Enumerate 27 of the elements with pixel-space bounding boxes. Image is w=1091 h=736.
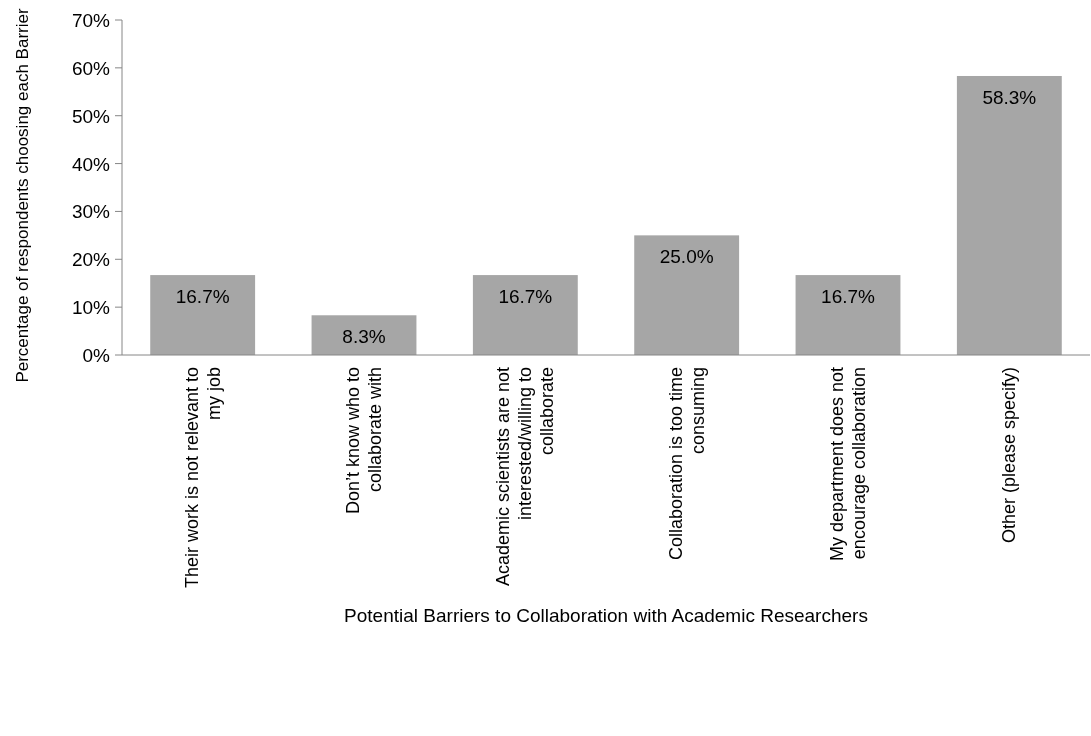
data-label: 16.7% [498, 286, 553, 308]
data-label: 16.7% [175, 286, 230, 308]
y-tick-label: 70% [71, 10, 111, 31]
x-axis-title: Potential Barriers to Collaboration with Academic Researchers [344, 605, 868, 627]
y-tick-label: 0% [82, 345, 111, 366]
bar [472, 275, 578, 355]
y-tick-label: 30% [71, 201, 111, 223]
bar [634, 235, 740, 355]
y-tick-label: 20% [71, 249, 111, 271]
bar [795, 275, 901, 355]
data-label: 8.3% [342, 326, 386, 348]
bar [150, 275, 256, 355]
bar [956, 75, 1062, 355]
x-tick-label: Other (please specify) [999, 367, 1020, 544]
data-label: 58.3% [982, 86, 1037, 108]
x-tick-label: Their work is not relevant to my job [181, 367, 224, 589]
x-tick-label: Academic scientists are not interested/willing to collaborate [493, 367, 558, 587]
data-label: 16.7% [821, 286, 876, 308]
x-tick-label: Collaboration is too time consuming [665, 367, 708, 561]
y-tick-label: 50% [71, 105, 111, 127]
bar [311, 315, 417, 355]
y-tick-label: 60% [71, 57, 111, 79]
data-label: 25.0% [659, 246, 714, 268]
x-tick-label: Don’t know who to collaborate with [343, 367, 385, 515]
y-tick-label: 10% [71, 297, 111, 319]
y-axis-title: Percentage of respondents choosing each Barrier [13, 8, 32, 383]
y-tick-label: 40% [71, 153, 111, 175]
